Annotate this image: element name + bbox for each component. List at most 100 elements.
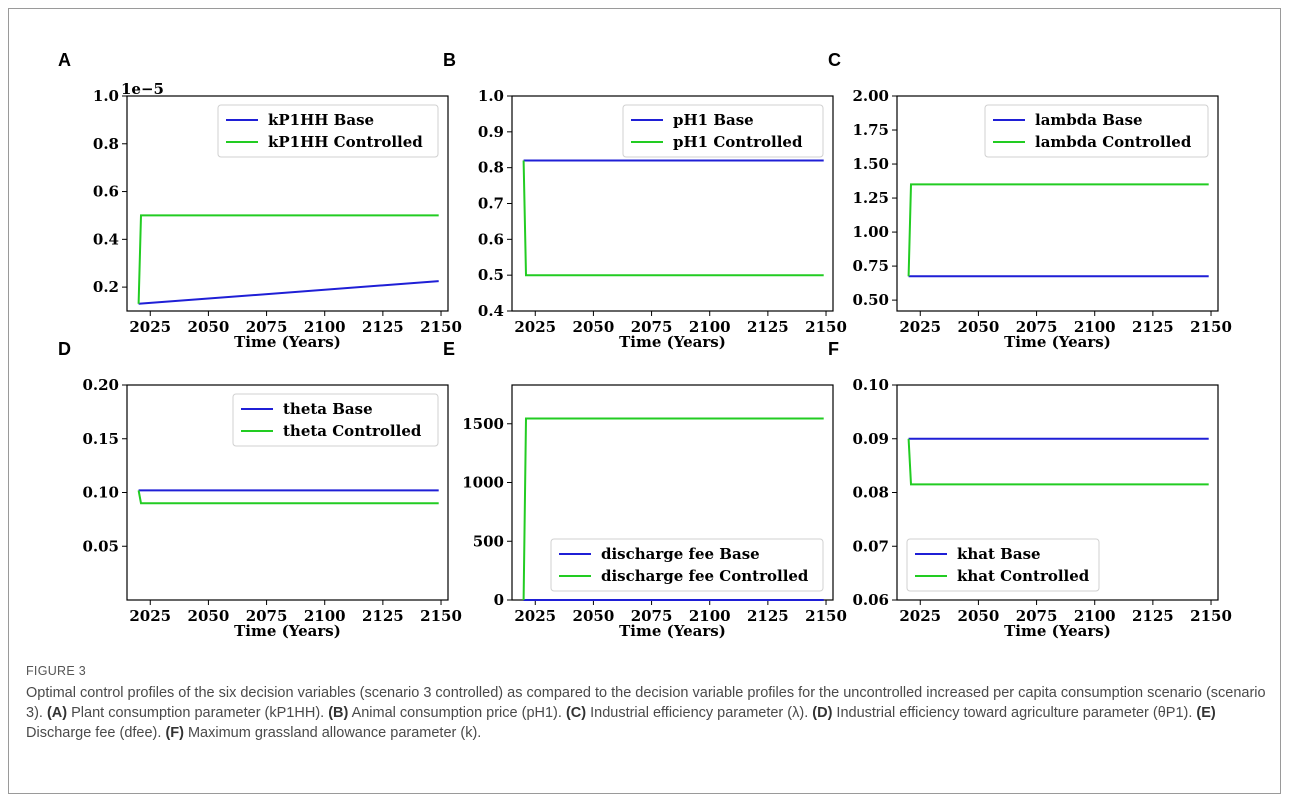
- series-line-controlled: [137, 214, 439, 304]
- x-axis-label: Time (Years): [234, 622, 341, 640]
- x-tick-label: 2075: [246, 607, 288, 625]
- caption-panel-ref: (A): [46, 705, 68, 721]
- y-tick-label: 1000: [462, 474, 504, 492]
- y-tick-label: 0.15: [82, 430, 119, 448]
- figure-charts: A 2025 2050 2075 2100 2125 2150 0.2 0.4 0.6 0.8 1.0…: [58, 50, 1232, 640]
- y-tick-label: 0.20: [82, 376, 119, 394]
- series-line-controlled: [907, 183, 1209, 277]
- x-tick-label: 2075: [1016, 318, 1058, 336]
- y-tick-label: 1.50: [852, 155, 889, 173]
- y-tick-label: 1.0: [478, 87, 504, 105]
- panel-letter: F: [828, 339, 839, 359]
- legend-label: discharge fee Base: [601, 545, 760, 563]
- y-tick-label: 0.07: [852, 537, 889, 555]
- figure-caption: FIGURE 3 Optimal control profiles of the…: [26, 664, 1271, 743]
- x-axis-label: Time (Years): [234, 333, 341, 351]
- legend-label: lambda Controlled: [1035, 133, 1192, 151]
- legend: discharge fee Base discharge fee Controll…: [550, 538, 824, 592]
- y-tick-label: 1.25: [852, 189, 889, 207]
- y-tick-label: 0.09: [852, 430, 889, 448]
- y-tick-label: 2.00: [852, 87, 889, 105]
- legend-label: discharge fee Controlled: [601, 567, 809, 585]
- x-tick-label: 2125: [362, 607, 404, 625]
- legend-box: [550, 538, 824, 592]
- series-line-controlled: [907, 438, 1209, 486]
- y-tick-label: 1500: [462, 415, 504, 433]
- x-tick-label: 2050: [958, 318, 1000, 336]
- figure-label: FIGURE 3: [26, 664, 87, 678]
- legend-label: kP1HH Base: [268, 111, 374, 129]
- y-tick-label: 1.00: [852, 223, 889, 241]
- plot-frame: [126, 95, 449, 312]
- panel-d: D 2025 2050 2075 2100 2125 2150 0.05 0.10 0.15 0.2…: [58, 339, 462, 640]
- y-tick-label: 0.4: [93, 230, 119, 248]
- x-axis-label: Time (Years): [619, 622, 726, 640]
- caption-panel-ref: (B): [328, 705, 349, 721]
- caption-panel-ref: (C): [565, 705, 587, 721]
- y-tick-label: 0.4: [478, 302, 504, 320]
- y-tick-label: 0.75: [852, 257, 889, 275]
- x-tick-label: 2050: [188, 607, 230, 625]
- y-tick-label: 0.10: [852, 376, 889, 394]
- y-tick-label: 0.06: [852, 591, 889, 609]
- panel-letter: E: [443, 339, 455, 359]
- y-tick-label: 0.50: [852, 291, 889, 309]
- legend-box: [622, 104, 824, 158]
- legend-box: [906, 538, 1100, 592]
- x-tick-label: 2050: [188, 318, 230, 336]
- x-tick-label: 2150: [805, 607, 847, 625]
- caption-segment: Industrial efficiency toward agriculture…: [832, 705, 1197, 721]
- x-tick-label: 2025: [514, 318, 556, 336]
- legend-box: [984, 104, 1209, 158]
- x-tick-label: 2075: [246, 318, 288, 336]
- x-tick-label: 2100: [1074, 318, 1116, 336]
- x-tick-label: 2150: [1190, 318, 1232, 336]
- legend-label: theta Controlled: [283, 422, 422, 440]
- caption-segment: Discharge fee (dfee).: [26, 725, 166, 741]
- panel-f: F 2025 2050 2075 2100 2125 2150 0.06 0.07 0.08 0.0…: [828, 339, 1232, 640]
- x-axis-label: Time (Years): [1004, 622, 1111, 640]
- y-tick-label: 0: [494, 591, 504, 609]
- y-tick-label: 0.8: [478, 159, 504, 177]
- y-tick-label: 0.9: [478, 123, 504, 141]
- figure-frame: [8, 8, 1281, 794]
- x-tick-label: 2100: [304, 318, 346, 336]
- x-tick-label: 2075: [631, 607, 673, 625]
- legend-label: theta Base: [283, 400, 373, 418]
- x-tick-label: 2150: [420, 318, 462, 336]
- x-tick-label: 2150: [1190, 607, 1232, 625]
- caption-segment: Plant consumption parameter (kP1HH).: [67, 705, 329, 721]
- y-tick-label: 1.0: [93, 87, 119, 105]
- y-tick-label: 0.08: [852, 484, 889, 502]
- x-tick-label: 2050: [958, 607, 1000, 625]
- x-tick-label: 2075: [631, 318, 673, 336]
- y-tick-label: 0.5: [478, 266, 504, 284]
- legend-label: lambda Base: [1035, 111, 1143, 129]
- legend-label: khat Controlled: [957, 567, 1090, 585]
- y-tick-label: 0.8: [93, 135, 119, 153]
- panel-letter: C: [828, 50, 841, 70]
- legend: pH1 Base pH1 Controlled: [622, 104, 824, 158]
- y-tick-label: 0.10: [82, 484, 119, 502]
- x-axis-label: Time (Years): [619, 333, 726, 351]
- plot-frame: [896, 95, 1219, 312]
- y-tick-label: 0.6: [478, 230, 504, 248]
- x-tick-label: 2100: [689, 607, 731, 625]
- legend-label: pH1 Controlled: [673, 133, 803, 151]
- panel-letter: D: [58, 339, 71, 359]
- x-tick-label: 2025: [899, 607, 941, 625]
- x-tick-label: 2100: [304, 607, 346, 625]
- x-tick-label: 2025: [514, 607, 556, 625]
- legend-box: [232, 393, 439, 447]
- panel-c: C 2025 2050 2075 2100 2125 2150 0.50 0.75 1.00 1.2…: [828, 50, 1232, 351]
- legend: kP1HH Base kP1HH Controlled: [217, 104, 439, 158]
- y-tick-label: 0.6: [93, 183, 119, 201]
- axis-offset-text: 1e−5: [121, 80, 164, 98]
- x-tick-label: 2025: [129, 607, 171, 625]
- legend-label: kP1HH Controlled: [268, 133, 423, 151]
- x-axis-label: Time (Years): [1004, 333, 1111, 351]
- panel-letter: A: [58, 50, 71, 70]
- x-tick-label: 2050: [573, 607, 615, 625]
- x-tick-label: 2100: [689, 318, 731, 336]
- series-line-controlled: [522, 417, 824, 601]
